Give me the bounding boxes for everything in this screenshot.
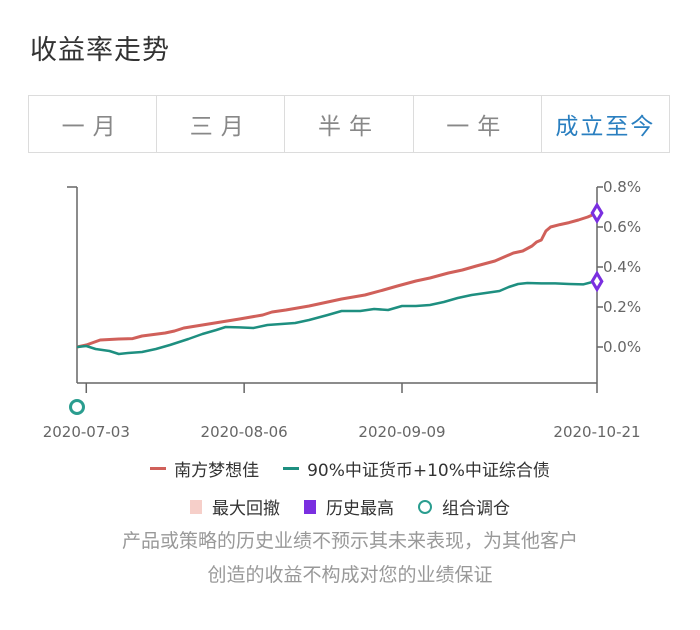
history-high-swatch [304, 499, 316, 514]
tab-half-year[interactable]: 半年 [285, 96, 414, 152]
tab-one-year[interactable]: 一年 [414, 96, 542, 152]
history-high-marker-inner [594, 276, 600, 287]
legend-label-max-drawdown: 最大回撤 [212, 499, 280, 519]
disclaimer: 产品或策略的历史业绩不预示其未来表现，为其他客户 创造的收益不构成对您的业绩保证 [0, 524, 700, 592]
marker-legend: 最大回撤 历史最高 组合调仓 [0, 494, 700, 519]
legend-item-fund[interactable]: 南方梦想佳 [150, 456, 259, 481]
y-tick-label: 0.0% [603, 338, 641, 356]
legend-label-benchmark: 90%中证货币+10%中证综合债 [307, 461, 550, 481]
page-title: 收益率走势 [30, 35, 170, 66]
y-tick-label: 0.6% [603, 218, 641, 236]
legend-label-rebalance: 组合调仓 [442, 499, 510, 519]
legend-label-fund: 南方梦想佳 [174, 461, 260, 481]
fund-series-line[interactable] [76, 211, 598, 349]
legend-item-max-drawdown[interactable]: 最大回撤 [190, 494, 280, 519]
benchmark-series-line[interactable] [76, 280, 598, 356]
legend-item-benchmark[interactable]: 90%中证货币+10%中证综合债 [283, 456, 550, 481]
legend-label-history-high: 历史最高 [326, 499, 394, 519]
period-tabs: 一月 三月 半年 一年 成立至今 [28, 95, 670, 153]
drawdown-swatch [190, 499, 202, 514]
y-tick-label: 0.8% [603, 178, 641, 196]
history-high-marker-inner [594, 208, 600, 218]
rebalance-icon [418, 499, 432, 514]
x-tick-label: 2020-10-21 [553, 423, 640, 441]
fund-line-swatch [150, 467, 167, 470]
disclaimer-line-2: 创造的收益不构成对您的业绩保证 [207, 564, 493, 586]
legend-item-history-high[interactable]: 历史最高 [304, 494, 394, 519]
yield-trend-chart[interactable]: 0.8% 0.6% 0.4% 0.2% 0.0% 2020-07-03 2020-08-06… [0, 175, 700, 450]
x-tick-label: 2020-07-03 [43, 423, 130, 441]
tab-since-inception[interactable]: 成立至今 [555, 114, 656, 140]
x-tick-label: 2020-09-09 [358, 423, 445, 441]
y-tick-label: 0.2% [603, 298, 641, 316]
tab-one-month[interactable]: 一月 [29, 96, 158, 152]
x-tick-label: 2020-08-06 [201, 423, 288, 441]
series-legend: 南方梦想佳 90%中证货币+10%中证综合债 [0, 456, 700, 481]
rebalance-marker-icon[interactable] [69, 399, 85, 415]
benchmark-line-swatch [283, 467, 300, 470]
disclaimer-line-1: 产品或策略的历史业绩不预示其未来表现，为其他客户 [121, 530, 578, 552]
legend-item-rebalance[interactable]: 组合调仓 [418, 494, 510, 519]
y-tick-label: 0.4% [603, 258, 641, 276]
tab-three-months[interactable]: 三月 [157, 96, 286, 152]
